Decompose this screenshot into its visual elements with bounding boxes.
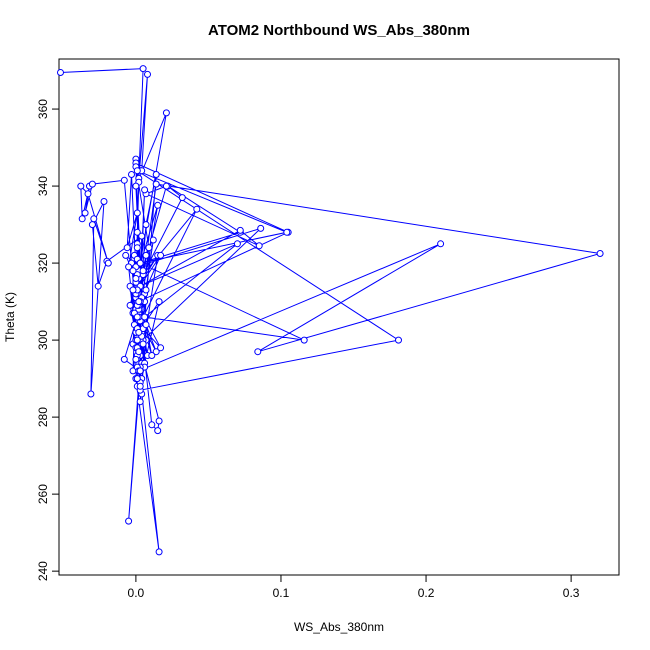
data-point (145, 244, 153, 252)
data-point (157, 344, 165, 352)
data-point (139, 267, 147, 275)
data-point (104, 259, 112, 267)
x-tick-label: 0.1 (273, 586, 290, 600)
data-point (155, 548, 163, 556)
data-point (141, 313, 149, 321)
data-point (300, 336, 308, 344)
chart-title: ATOM2 Northbound WS_Abs_380nm (208, 22, 470, 39)
data-point (126, 301, 134, 309)
data-point (148, 352, 156, 359)
data-point (152, 180, 160, 188)
y-axis: 240 260 280 300 320 340 360 (36, 99, 60, 581)
data-point (144, 70, 151, 78)
data-point (135, 328, 143, 336)
data-point (152, 348, 160, 356)
data-point (87, 390, 95, 398)
data-point (162, 109, 170, 117)
data-point (142, 251, 150, 259)
data-point (122, 251, 130, 259)
data-point (128, 171, 135, 178)
data-point (77, 182, 85, 190)
data-point (133, 167, 141, 175)
data-point (233, 240, 241, 248)
data-point (81, 209, 89, 217)
data-point (125, 263, 133, 271)
data-point (133, 228, 141, 236)
data-point (142, 321, 150, 329)
data-point (139, 65, 147, 73)
data-point (154, 201, 162, 209)
data-point (120, 176, 128, 184)
data-point (136, 398, 144, 406)
data-point (142, 221, 150, 229)
data-point (596, 250, 604, 257)
data-point (129, 267, 137, 275)
data-point (138, 232, 146, 240)
data-point (154, 427, 162, 435)
data-series (57, 65, 604, 556)
y-tick-label: 280 (36, 407, 50, 427)
data-point (133, 375, 141, 383)
data-point (133, 209, 141, 217)
data-point (132, 355, 140, 363)
data-point (129, 286, 137, 294)
x-tick-label: 0.2 (418, 586, 435, 600)
data-point (125, 517, 133, 525)
data-point (149, 236, 157, 244)
data-point (78, 215, 86, 223)
data-point (135, 348, 143, 356)
data-point (155, 298, 163, 306)
data-point (132, 275, 140, 282)
data-point (437, 240, 445, 248)
data-point (120, 355, 128, 363)
data-point (135, 298, 143, 306)
data-point (157, 251, 165, 259)
data-point (152, 171, 160, 178)
x-tick-label: 0.0 (128, 586, 145, 600)
data-point (178, 194, 186, 202)
data-point (141, 186, 149, 194)
data-point (133, 244, 141, 252)
y-tick-label: 340 (36, 176, 50, 196)
x-tick-label: 0.3 (563, 586, 580, 600)
data-point (283, 228, 291, 236)
data-point (395, 336, 402, 344)
y-tick-label: 300 (36, 330, 50, 350)
data-point (136, 259, 144, 267)
data-point (139, 340, 147, 348)
y-tick-label: 240 (36, 561, 50, 581)
data-point (100, 198, 108, 205)
data-point (155, 417, 163, 425)
data-point (254, 348, 262, 356)
data-point (136, 367, 144, 375)
data-point (236, 226, 244, 234)
data-point (88, 180, 96, 188)
y-tick-label: 320 (36, 253, 50, 273)
data-point (257, 224, 265, 232)
data-point (132, 182, 140, 190)
data-point (84, 190, 92, 198)
data-point (162, 182, 170, 190)
x-axis-label: WS_Abs_380nm (294, 620, 384, 634)
y-axis-label: Theta (K) (3, 292, 17, 342)
data-point (123, 244, 131, 252)
data-point (133, 313, 141, 321)
data-point (255, 242, 263, 250)
data-point (94, 282, 102, 290)
y-tick-label: 360 (36, 99, 50, 119)
y-tick-label: 260 (36, 484, 50, 504)
data-point (133, 336, 141, 344)
data-point (142, 286, 150, 294)
x-axis: 0.0 0.1 0.2 0.3 (128, 574, 580, 600)
data-point (136, 382, 144, 390)
data-point (193, 205, 201, 213)
data-point (88, 221, 96, 229)
data-point (57, 69, 64, 76)
data-point (148, 421, 156, 429)
data-point (90, 215, 98, 223)
